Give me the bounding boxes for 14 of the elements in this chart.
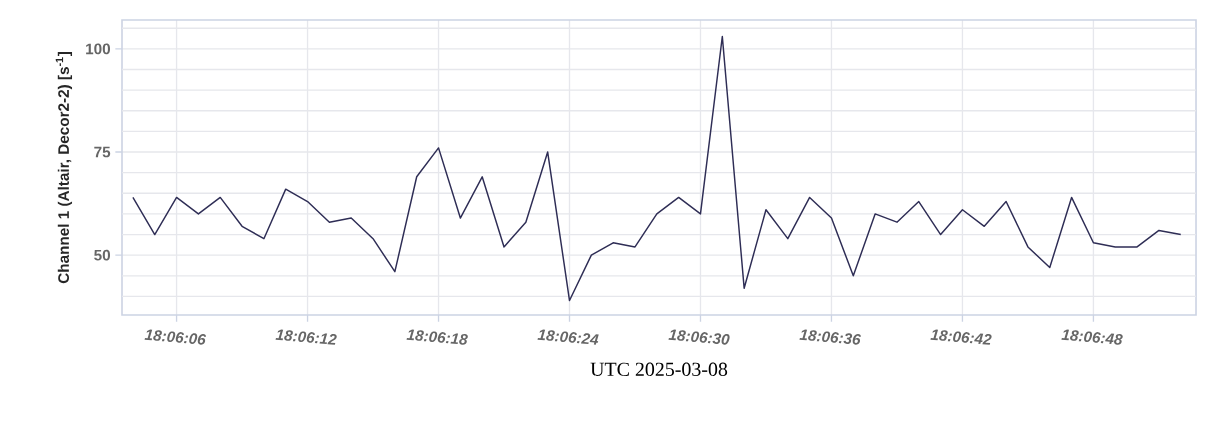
x-tick-label: 18:06:30	[668, 329, 730, 345]
line-series	[132, 35, 1182, 302]
y-tick-label: 100	[86, 43, 111, 55]
x-tick-label: 18:06:42	[930, 329, 992, 345]
x-tick-label: 18:06:36	[799, 329, 861, 345]
x-tick-label: 18:06:24	[537, 329, 599, 345]
x-tick-label: 18:06:18	[406, 329, 468, 345]
x-tick-label: 18:06:48	[1061, 329, 1123, 345]
x-tick-label: 18:06:12	[275, 329, 337, 345]
x-tick-label: 18:06:06	[144, 329, 207, 345]
y-tick-label: 75	[94, 146, 111, 158]
y-tick-label: 50	[94, 249, 111, 261]
y-axis-title: Channel 1 (Altair, Decor2-2) [s$^{-1}$]	[55, 52, 73, 284]
x-axis-title: UTC 2025-03-08	[590, 362, 728, 377]
